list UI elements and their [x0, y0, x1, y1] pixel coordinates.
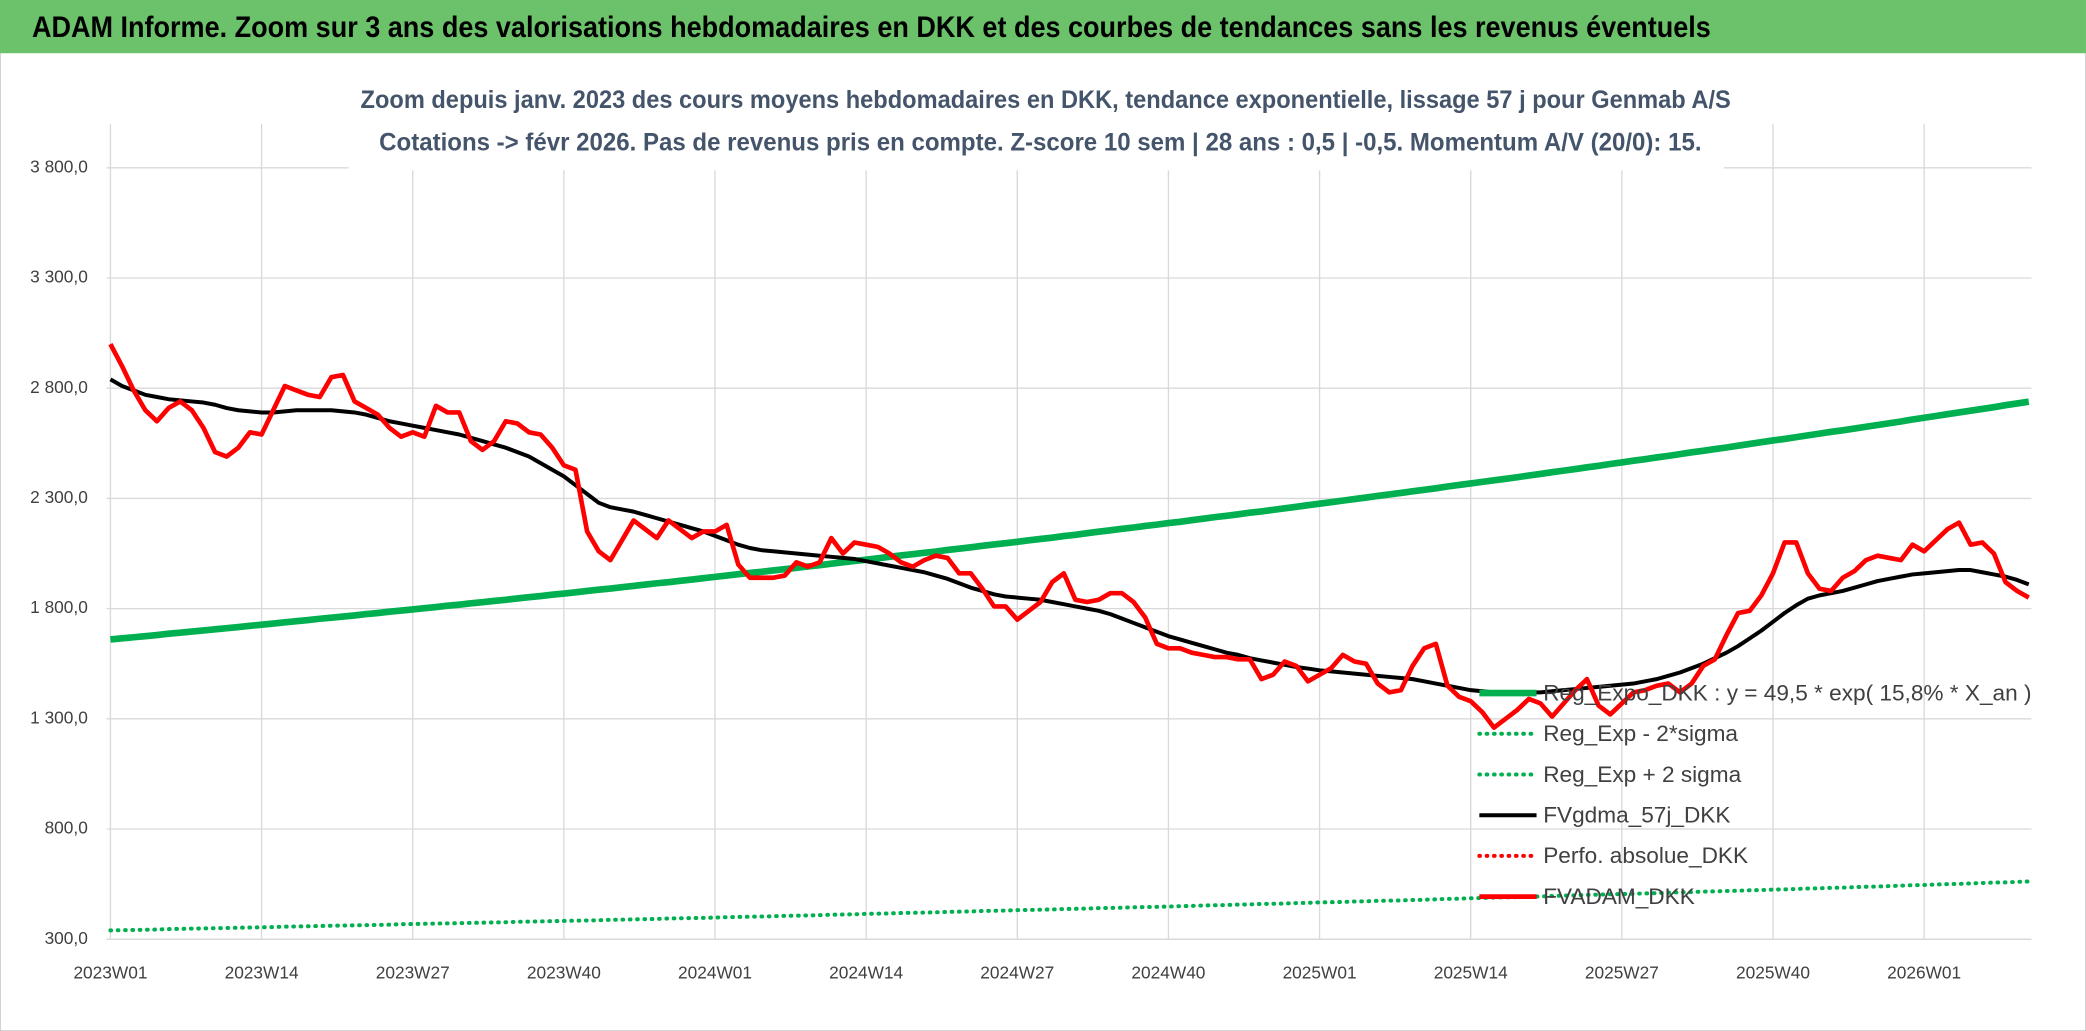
x-tick-label: 2026W01 — [1887, 962, 1961, 982]
legend-label: Reg_Expo_DKK : y = 49,5 * exp( 15,8% * X… — [1543, 680, 2031, 705]
x-tick-label: 2023W27 — [376, 962, 450, 982]
x-tick-label: 2025W27 — [1585, 962, 1659, 982]
x-tick-label: 2023W40 — [527, 962, 601, 982]
legend-label: Perfo. absolue_DKK — [1543, 843, 1748, 868]
x-tick-label: 2024W40 — [1131, 962, 1205, 982]
legend-label: Reg_Exp - 2*sigma — [1543, 721, 1738, 746]
y-tick-label: 3 800,0 — [30, 156, 88, 176]
y-tick-label: 1 800,0 — [30, 597, 88, 617]
y-tick-label: 3 300,0 — [30, 267, 88, 287]
legend-label: Reg_Exp + 2 sigma — [1543, 762, 1741, 787]
plot-lines — [108, 343, 2031, 933]
subtitle-backdrop — [348, 77, 1725, 171]
legend-label: FVADAM_DKK — [1543, 884, 1695, 909]
x-tick-label: 2025W01 — [1283, 962, 1357, 982]
legend: Reg_Expo_DKK : y = 49,5 * exp( 15,8% * X… — [1477, 680, 2031, 909]
y-tick-label: 300,0 — [45, 928, 88, 948]
x-tick-label: 2024W27 — [980, 962, 1054, 982]
chart-subtitle: Zoom depuis janv. 2023 des cours moyens … — [361, 86, 1731, 114]
x-tick-label: 2024W14 — [829, 962, 903, 982]
series-line — [110, 398, 2030, 643]
legend-label: FVgdma_57j_DKK — [1543, 803, 1730, 828]
series-line — [108, 343, 2030, 730]
header-title: ADAM Informe. Zoom sur 3 ans des valoris… — [32, 12, 1711, 44]
header-bar — [0, 0, 2086, 54]
y-tick-label: 2 300,0 — [30, 487, 88, 507]
grid: 300,0 800,0 1 300,0 1 800,0 2 300,0 2 800,0 3 … — [30, 123, 2032, 982]
series-line — [108, 879, 2031, 933]
x-tick-label: 2025W14 — [1434, 962, 1508, 982]
x-tick-label: 2025W40 — [1736, 962, 1810, 982]
y-tick-label: 1 300,0 — [30, 707, 88, 727]
y-tick-label: 2 800,0 — [30, 377, 88, 397]
chart-subtitle: Cotations -> févr 2026. Pas de revenus p… — [379, 128, 1701, 156]
x-tick-label: 2023W01 — [73, 962, 147, 982]
x-tick-label: 2024W01 — [678, 962, 752, 982]
y-tick-label: 800,0 — [45, 818, 88, 838]
x-tick-label: 2023W14 — [225, 962, 299, 982]
